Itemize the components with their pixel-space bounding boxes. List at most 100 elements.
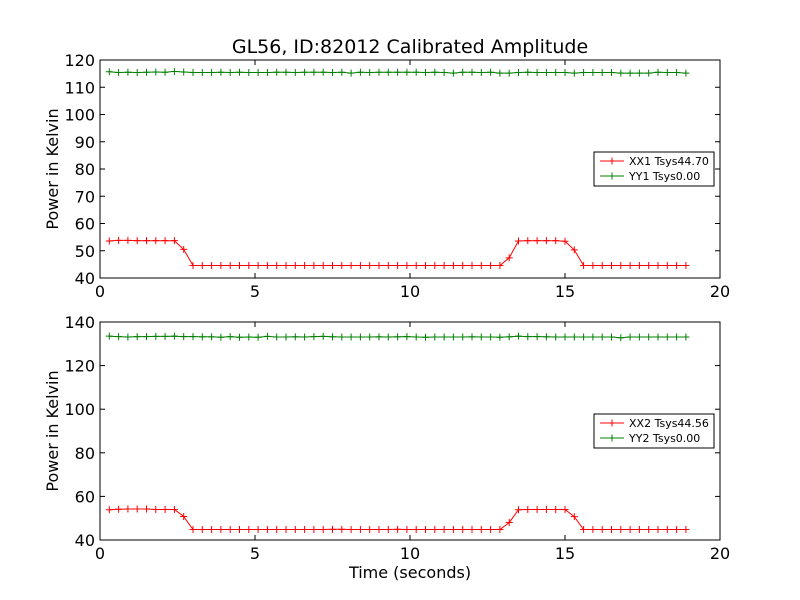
data-point-marker xyxy=(505,519,513,527)
data-point-marker xyxy=(682,69,690,77)
data-point-marker xyxy=(589,526,597,534)
data-point-marker xyxy=(477,261,485,269)
data-point-marker xyxy=(608,261,615,269)
data-point-marker xyxy=(459,261,467,269)
legend-marker xyxy=(608,419,616,427)
data-point-marker xyxy=(626,526,634,534)
data-point-marker xyxy=(561,505,569,513)
data-point-marker xyxy=(673,333,681,341)
data-point-marker xyxy=(449,69,457,77)
data-point-marker xyxy=(384,526,392,534)
data-point-marker xyxy=(477,333,485,341)
data-point-marker xyxy=(598,261,606,269)
data-point-marker xyxy=(366,333,374,341)
y-axis-label: Power in Kelvin xyxy=(43,370,62,491)
data-point-marker xyxy=(412,526,420,534)
data-point-marker xyxy=(505,69,513,77)
data-point-marker xyxy=(394,525,402,533)
data-point-marker xyxy=(356,68,364,76)
data-point-marker xyxy=(375,261,383,269)
x-tick-label: 0 xyxy=(95,282,105,301)
data-point-marker xyxy=(273,261,281,269)
data-point-marker xyxy=(505,333,513,341)
data-point-marker xyxy=(291,261,299,269)
data-point-marker xyxy=(431,261,439,269)
data-point-marker xyxy=(198,261,206,269)
data-point-marker xyxy=(208,526,216,534)
data-point-marker xyxy=(226,526,234,534)
data-point-marker xyxy=(431,526,439,534)
data-point-marker xyxy=(654,526,662,534)
data-point-marker xyxy=(682,333,690,341)
data-point-marker xyxy=(384,68,392,76)
data-point-marker xyxy=(319,68,327,76)
data-point-marker xyxy=(226,261,234,269)
data-point-marker xyxy=(626,69,634,77)
data-point-marker xyxy=(291,69,299,77)
data-point-marker xyxy=(152,237,160,245)
data-point-marker xyxy=(468,333,476,341)
data-point-marker xyxy=(282,333,290,341)
data-point-marker xyxy=(552,333,560,341)
data-point-marker xyxy=(561,333,569,341)
data-point-marker xyxy=(533,69,541,77)
data-point-marker xyxy=(459,526,467,534)
y-tick-label: 70 xyxy=(75,187,95,206)
data-point-marker xyxy=(608,69,615,77)
data-point-marker xyxy=(487,68,495,76)
data-point-marker xyxy=(152,68,160,76)
data-point-marker xyxy=(161,505,169,513)
data-point-marker xyxy=(682,261,690,269)
data-point-marker xyxy=(449,333,457,341)
data-point-marker xyxy=(236,333,243,341)
data-point-marker xyxy=(645,333,653,341)
data-point-marker xyxy=(468,526,476,534)
data-point-marker xyxy=(301,261,309,269)
data-point-marker xyxy=(580,526,588,534)
data-point-marker xyxy=(570,69,578,77)
data-point-marker xyxy=(170,237,178,245)
data-point-marker xyxy=(580,333,588,341)
data-point-marker xyxy=(477,69,485,77)
data-point-marker xyxy=(189,333,197,341)
legend-marker xyxy=(608,157,616,165)
data-point-marker xyxy=(496,526,504,534)
data-point-marker xyxy=(217,526,225,534)
x-tick-label: 5 xyxy=(250,282,260,301)
data-point-marker xyxy=(496,69,504,77)
legend-marker xyxy=(608,172,616,180)
data-point-marker xyxy=(422,526,429,534)
data-point-marker xyxy=(496,261,504,269)
data-point-marker xyxy=(319,332,327,340)
y-tick-label: 50 xyxy=(75,242,95,261)
data-point-marker xyxy=(245,261,253,269)
data-point-marker xyxy=(133,237,141,245)
data-point-marker xyxy=(254,526,262,534)
data-point-marker xyxy=(487,526,495,534)
legend-label: XX2 Tsys44.56 xyxy=(629,417,709,430)
data-point-marker xyxy=(515,237,522,245)
data-point-marker xyxy=(366,69,374,77)
data-point-marker xyxy=(552,237,560,245)
data-point-marker xyxy=(487,261,495,269)
data-point-marker xyxy=(422,261,429,269)
data-point-marker xyxy=(524,505,532,513)
data-point-marker xyxy=(524,68,532,76)
y-tick-label: 80 xyxy=(75,160,95,179)
data-point-marker xyxy=(208,69,216,77)
data-point-marker xyxy=(412,68,420,76)
data-point-marker xyxy=(608,333,615,341)
data-point-marker xyxy=(301,526,309,534)
x-tick-label: 15 xyxy=(555,544,575,563)
data-point-marker xyxy=(617,261,625,269)
data-point-marker xyxy=(635,69,643,77)
data-point-marker xyxy=(515,332,522,340)
data-point-marker xyxy=(431,68,439,76)
x-tick-label: 15 xyxy=(555,282,575,301)
data-point-marker xyxy=(384,333,392,341)
y-axis-label: Power in Kelvin xyxy=(43,108,62,229)
data-point-marker xyxy=(273,68,281,76)
data-point-marker xyxy=(533,505,541,513)
